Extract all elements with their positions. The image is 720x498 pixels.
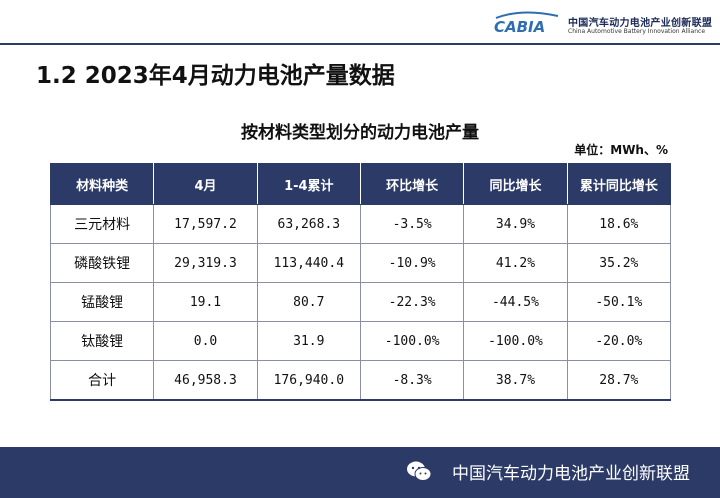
- table-row: 三元材料 17,597.2 63,268.3 -3.5% 34.9% 18.6%: [49, 204, 672, 244]
- svg-text:CABIA: CABIA: [494, 18, 545, 36]
- header-material: 材料种类: [49, 163, 155, 205]
- cell-ytd-yoy: 35.2%: [566, 243, 672, 283]
- org-name-en: China Automotive Battery Innovation Alli…: [568, 28, 706, 35]
- cell-april: 0.0: [153, 321, 258, 361]
- page-title: 1.2 2023年4月动力电池产量数据: [36, 63, 395, 89]
- cell-yoy: 34.9%: [463, 204, 568, 244]
- cell-ytd: 31.9: [256, 321, 361, 361]
- cell-mom: -100.0%: [359, 321, 465, 361]
- cell-ytd: 63,268.3: [256, 204, 361, 244]
- header-mom: 环比增长: [359, 163, 465, 205]
- org-name-cn: 中国汽车动力电池产业创新联盟: [568, 18, 713, 29]
- cell-april: 17,597.2: [153, 204, 258, 244]
- cabia-logo-icon: CABIA: [494, 11, 559, 36]
- cell-april: 46,958.3: [153, 360, 258, 401]
- cell-yoy: -100.0%: [463, 321, 568, 361]
- header-ytd: 1-4累计: [256, 163, 361, 205]
- footer-bar: 中国汽车动力电池产业创新联盟: [0, 447, 720, 498]
- unit-label: 单位：MWh、%: [574, 143, 668, 157]
- cell-material: 合计: [49, 360, 155, 401]
- production-table: 材料种类 4月 1-4累计 环比增长 同比增长 累计同比增长 三元材料 17,5…: [49, 163, 672, 401]
- cell-april: 29,319.3: [153, 243, 258, 283]
- header-divider: [0, 43, 720, 45]
- cell-mom: -22.3%: [359, 282, 465, 322]
- header-yoy: 同比增长: [463, 163, 568, 205]
- cell-ytd: 176,940.0: [256, 360, 361, 401]
- cell-material: 三元材料: [49, 204, 155, 244]
- cell-ytd-yoy: 18.6%: [566, 204, 672, 244]
- table-header-row: 材料种类 4月 1-4累计 环比增长 同比增长 累计同比增长: [49, 163, 672, 205]
- cell-april: 19.1: [153, 282, 258, 322]
- cell-mom: -10.9%: [359, 243, 465, 283]
- cell-yoy: 41.2%: [463, 243, 568, 283]
- cell-ytd: 80.7: [256, 282, 361, 322]
- cell-ytd-yoy: -20.0%: [566, 321, 672, 361]
- cell-material: 钛酸锂: [49, 321, 155, 361]
- cell-ytd-yoy: -50.1%: [566, 282, 672, 322]
- cell-material: 锰酸锂: [49, 282, 155, 322]
- cell-yoy: -44.5%: [463, 282, 568, 322]
- cell-mom: -8.3%: [359, 360, 465, 401]
- cell-ytd: 113,440.4: [256, 243, 361, 283]
- table-row: 钛酸锂 0.0 31.9 -100.0% -100.0% -20.0%: [49, 321, 672, 361]
- table-row: 锰酸锂 19.1 80.7 -22.3% -44.5% -50.1%: [49, 282, 672, 322]
- cell-yoy: 38.7%: [463, 360, 568, 401]
- slide-header: CABIA 中国汽车动力电池产业创新联盟 China Automotive Ba…: [0, 0, 720, 45]
- header-april: 4月: [153, 163, 258, 205]
- cell-ytd-yoy: 28.7%: [566, 360, 672, 401]
- wechat-icon: [407, 461, 432, 481]
- table-row-total: 合计 46,958.3 176,940.0 -8.3% 38.7% 28.7%: [49, 360, 672, 401]
- footer-org-name: 中国汽车动力电池产业创新联盟: [452, 464, 690, 484]
- cell-material: 磷酸铁锂: [49, 243, 155, 283]
- table-title: 按材料类型划分的动力电池产量: [241, 123, 479, 143]
- header-ytd-yoy: 累计同比增长: [566, 163, 672, 205]
- table-row: 磷酸铁锂 29,319.3 113,440.4 -10.9% 41.2% 35.…: [49, 243, 672, 283]
- cell-mom: -3.5%: [359, 204, 465, 244]
